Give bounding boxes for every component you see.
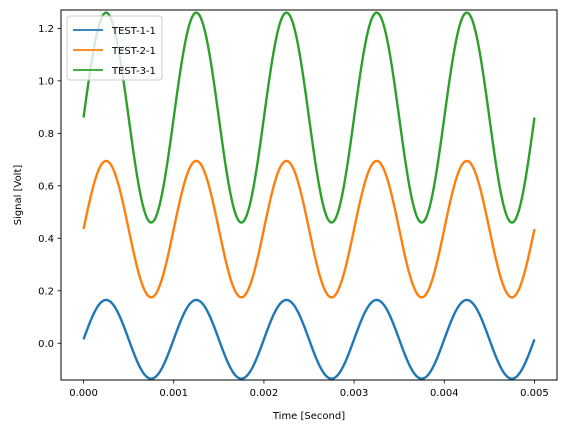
series-line-3: [82, 11, 536, 224]
x-tick-label: 0.004: [430, 388, 459, 399]
legend-label: TEST-1-1: [111, 26, 156, 37]
legend-box: [66, 15, 163, 81]
y-axis-label: Signal [Volt]: [13, 165, 24, 226]
legend: TEST-1-1 TEST-2-1 TEST-3-1: [66, 15, 163, 81]
legend-label: TEST-3-1: [111, 66, 156, 77]
x-tick-label: 0.000: [69, 388, 98, 399]
x-axis-ticks: 0.000 0.001 0.002 0.003 0.004 0.005: [69, 380, 549, 399]
y-tick-label: 0.0: [38, 339, 54, 350]
legend-label: TEST-2-1: [111, 46, 156, 57]
y-tick-label: 1.0: [38, 76, 54, 87]
y-tick-label: 0.4: [38, 234, 54, 245]
y-tick-label: 1.2: [38, 24, 54, 35]
series-line-1: [82, 298, 536, 380]
x-tick-label: 0.003: [340, 388, 369, 399]
series-layer: [82, 11, 536, 380]
y-tick-label: 0.8: [38, 129, 54, 140]
y-tick-label: 0.6: [38, 181, 54, 192]
plot-frame: [60, 9, 558, 381]
x-tick-label: 0.001: [159, 388, 188, 399]
x-axis-label: Time [Second]: [272, 411, 345, 422]
y-axis-ticks: 0.0 0.2 0.4 0.6 0.8 1.0 1.2: [38, 24, 61, 350]
series-line-2: [82, 159, 536, 299]
x-tick-label: 0.002: [250, 388, 279, 399]
x-tick-label: 0.005: [520, 388, 549, 399]
y-tick-label: 0.2: [38, 286, 54, 297]
